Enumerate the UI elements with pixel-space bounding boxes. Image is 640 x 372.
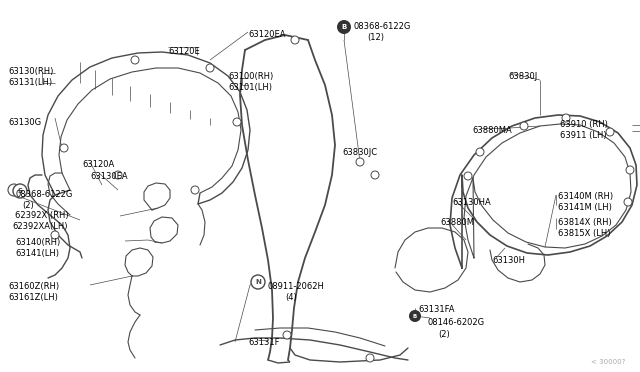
Text: 63100(RH): 63100(RH) [228,72,273,81]
Circle shape [206,64,214,72]
Text: 63880M: 63880M [440,218,474,227]
Text: B: B [413,314,417,318]
Text: 63130H: 63130H [492,256,525,265]
Text: 63120E: 63120E [168,47,200,56]
Circle shape [562,114,570,122]
Text: 63141M (LH): 63141M (LH) [558,203,612,212]
Text: 63130(RH): 63130(RH) [8,67,53,76]
Circle shape [626,166,634,174]
Text: 63814X (RH): 63814X (RH) [558,218,612,227]
Circle shape [476,148,484,156]
Circle shape [337,20,351,34]
Circle shape [339,22,349,32]
Text: 63910 (RH): 63910 (RH) [560,120,608,129]
Text: 63161Z(LH): 63161Z(LH) [8,293,58,302]
Circle shape [51,231,59,239]
Circle shape [252,276,264,288]
Circle shape [520,122,528,130]
Text: 63131FA: 63131FA [418,305,454,314]
Text: 63101(LH): 63101(LH) [228,83,272,92]
Circle shape [233,118,241,126]
Text: 63141(LH): 63141(LH) [15,249,59,258]
Circle shape [371,171,379,179]
Circle shape [114,171,122,179]
Text: 63830JC: 63830JC [342,148,377,157]
Text: 62392XA(LH): 62392XA(LH) [12,222,67,231]
Text: S: S [17,188,22,194]
Text: 63130HA: 63130HA [452,198,491,207]
Circle shape [191,186,199,194]
Text: 08368-6122G: 08368-6122G [15,190,72,199]
Text: 62392X (RH): 62392X (RH) [15,211,68,220]
Circle shape [410,311,420,321]
Circle shape [409,310,421,322]
Text: 63130G: 63130G [8,118,41,127]
Circle shape [464,172,472,180]
Text: (2): (2) [438,330,450,339]
Text: (12): (12) [367,33,384,42]
Text: 63130EA: 63130EA [90,172,127,181]
Text: B: B [341,24,347,30]
Text: < 30000?: < 30000? [591,359,625,365]
Circle shape [356,158,364,166]
Text: 63120A: 63120A [82,160,115,169]
Text: 63131F: 63131F [248,338,280,347]
Text: N: N [255,279,261,285]
Text: (2): (2) [22,201,34,210]
Text: 63160Z(RH): 63160Z(RH) [8,282,59,291]
Text: 63830J: 63830J [508,72,537,81]
Circle shape [606,128,614,136]
Text: 63140(RH): 63140(RH) [15,238,60,247]
Text: 63815X (LH): 63815X (LH) [558,229,611,238]
Text: 63880MA: 63880MA [472,126,512,135]
Text: 63911 (LH): 63911 (LH) [560,131,607,140]
Circle shape [60,144,68,152]
Text: (4): (4) [285,293,297,302]
Circle shape [131,56,139,64]
Text: 08146-6202G: 08146-6202G [428,318,485,327]
Circle shape [283,331,291,339]
Text: 63120EA: 63120EA [248,30,285,39]
Circle shape [8,184,20,196]
Circle shape [291,36,299,44]
Text: 63140M (RH): 63140M (RH) [558,192,613,201]
Text: 63131(LH): 63131(LH) [8,78,52,87]
Circle shape [366,354,374,362]
Circle shape [251,275,265,289]
Text: 08911-2062H: 08911-2062H [268,282,325,291]
Circle shape [624,198,632,206]
Circle shape [13,184,27,198]
Text: 08368-6122G: 08368-6122G [353,22,410,31]
